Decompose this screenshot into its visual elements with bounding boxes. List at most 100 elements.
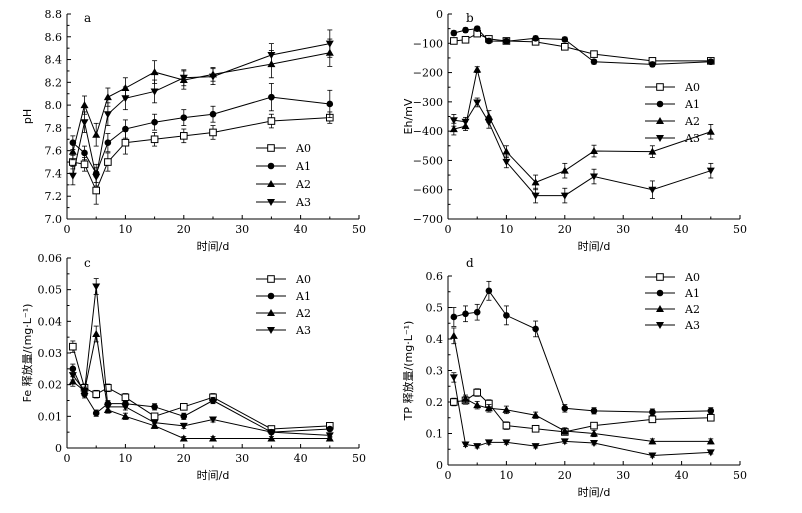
- data-point: [103, 93, 112, 101]
- data-point: [560, 426, 569, 434]
- data-point: [648, 452, 657, 460]
- y-tick-label: 7.6: [45, 145, 63, 158]
- data-point: [68, 147, 77, 155]
- data-point: [590, 173, 598, 181]
- y-tick-label: 0.06: [38, 252, 63, 265]
- y-tick-label: 0.1: [426, 428, 444, 441]
- series-line: [453, 33, 711, 62]
- series-line: [72, 286, 330, 436]
- data-point: [590, 429, 598, 437]
- legend-label: A0: [295, 273, 311, 286]
- y-tick-label: 0.6: [426, 270, 444, 283]
- x-tick-label: 50: [733, 469, 747, 482]
- data-point: [80, 101, 89, 109]
- data-point: [502, 405, 511, 413]
- data-point: [92, 409, 100, 417]
- series-line: [453, 28, 711, 65]
- x-tick-label: 50: [733, 223, 747, 236]
- y-tick-label: 0: [55, 442, 62, 455]
- data-point: [267, 434, 276, 442]
- data-point: [267, 52, 276, 59]
- legend-marker: [267, 309, 275, 316]
- x-axis-label: 时间/d: [197, 240, 230, 253]
- panel-letter: b: [466, 11, 474, 25]
- data-point: [80, 388, 89, 395]
- x-axis-label: 时间/d: [197, 469, 230, 482]
- data-point: [209, 397, 217, 404]
- data-point: [561, 405, 569, 412]
- legend-label: A1: [684, 98, 700, 111]
- panel-letter: c: [84, 256, 91, 270]
- data-point: [268, 93, 275, 101]
- data-point: [325, 432, 334, 440]
- legend-label: A1: [295, 290, 311, 303]
- data-point: [707, 413, 715, 422]
- data-point: [449, 125, 458, 133]
- y-tick-label: −300: [413, 96, 443, 109]
- data-point: [121, 138, 130, 147]
- data-point: [531, 411, 540, 419]
- series-A0: [69, 340, 334, 433]
- data-point: [461, 35, 470, 44]
- panel-b: 0 10 20 30 40 50 0 −100 −200 −300 −400 −500 −600 −700…: [402, 8, 747, 253]
- data-point: [461, 118, 470, 126]
- legend-label: A2: [295, 178, 311, 191]
- data-point: [473, 65, 482, 73]
- data-point: [92, 330, 101, 337]
- y-tick-label: 0.05: [38, 284, 63, 297]
- legend-marker: [267, 199, 275, 206]
- data-point: [450, 37, 458, 45]
- y-tick-label: −200: [413, 67, 443, 80]
- data-point: [92, 130, 101, 138]
- data-point: [179, 74, 188, 82]
- legend-marker: [656, 322, 664, 329]
- data-point: [92, 173, 101, 181]
- legend-label: A3: [295, 196, 311, 209]
- data-point: [590, 147, 598, 155]
- data-point: [461, 441, 470, 449]
- series-line: [72, 43, 330, 177]
- x-tick-label: 10: [499, 469, 513, 482]
- data-point: [103, 111, 112, 119]
- data-point: [267, 429, 276, 437]
- data-point: [531, 178, 540, 186]
- data-point: [121, 412, 130, 420]
- y-axis-label: pH: [21, 109, 34, 124]
- data-point: [122, 125, 129, 133]
- x-tick-label: 10: [118, 452, 132, 465]
- series-line: [453, 101, 711, 197]
- y-tick-label: −500: [413, 154, 443, 167]
- x-tick-label: 50: [352, 452, 366, 465]
- y-tick-label: 0.5: [426, 302, 444, 315]
- data-point: [590, 58, 598, 66]
- legend-label: A2: [295, 307, 311, 320]
- series-A3: [449, 372, 715, 460]
- series-line: [72, 52, 330, 152]
- data-point: [92, 390, 101, 398]
- x-tick-label: 40: [294, 452, 308, 465]
- data-point: [326, 425, 334, 433]
- data-point: [209, 416, 217, 424]
- legend-label: A0: [295, 142, 311, 155]
- x-tick-label: 50: [352, 223, 366, 236]
- y-tick-label: 8.6: [45, 31, 63, 44]
- data-point: [209, 128, 217, 137]
- y-tick-label: 8.2: [45, 76, 63, 89]
- legend-label: A3: [684, 132, 700, 145]
- series-A3: [68, 29, 334, 187]
- x-tick-label: 30: [235, 223, 249, 236]
- x-tick-label: 40: [675, 469, 689, 482]
- data-point: [502, 147, 511, 155]
- data-point: [707, 407, 715, 415]
- data-point: [462, 26, 469, 34]
- x-tick-label: 0: [445, 223, 452, 236]
- x-tick-label: 20: [177, 223, 191, 236]
- y-axis-label: TP 释放量/(mg·L⁻¹): [401, 321, 415, 422]
- series-line: [72, 117, 330, 192]
- data-point: [179, 422, 188, 430]
- data-point: [560, 192, 569, 200]
- legend-label: A3: [684, 319, 700, 332]
- data-point: [531, 424, 540, 433]
- data-point: [590, 421, 598, 430]
- data-point: [81, 149, 88, 157]
